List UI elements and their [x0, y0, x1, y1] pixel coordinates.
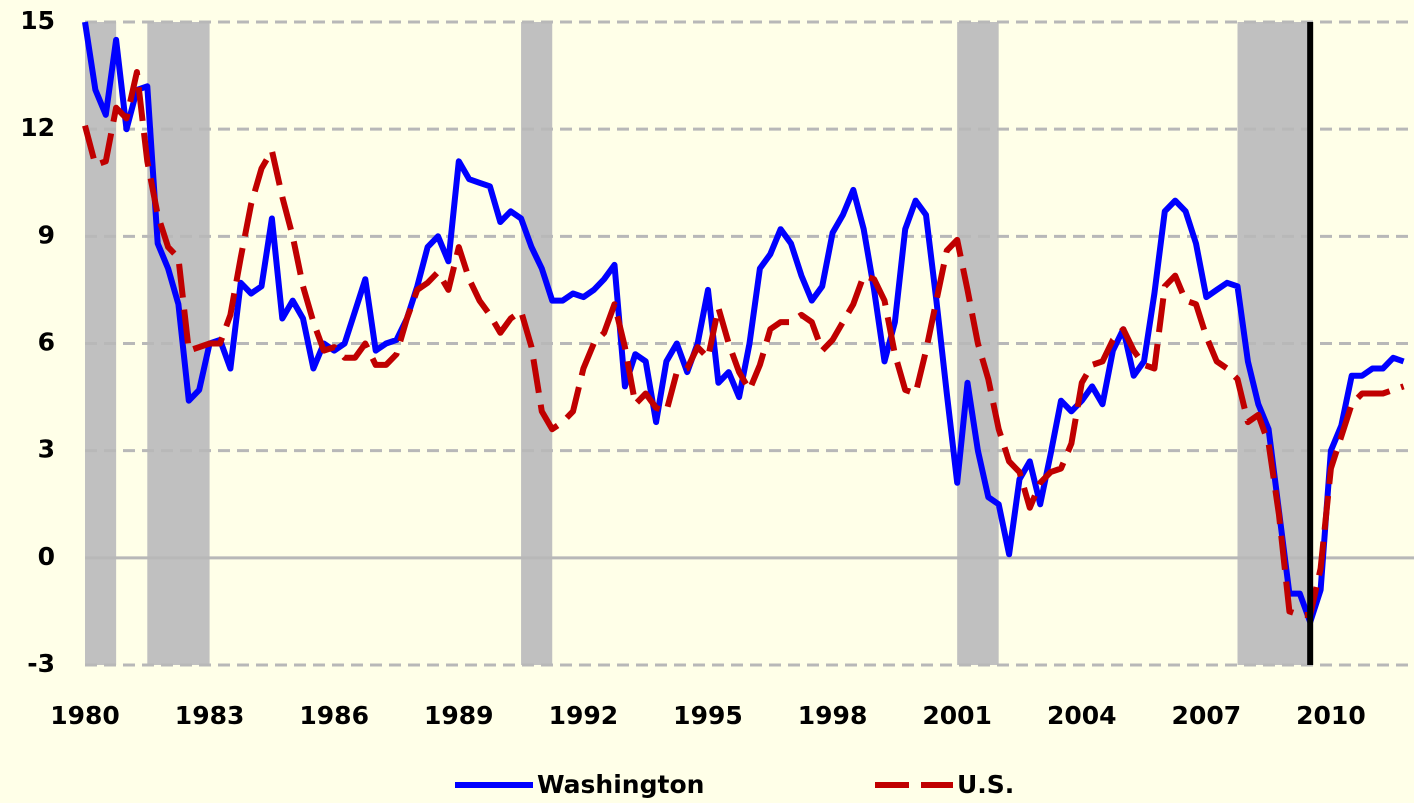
- x-tick-label: 1992: [549, 701, 619, 730]
- legend-label: Washington: [537, 770, 704, 799]
- x-tick-label: 1983: [175, 701, 245, 730]
- x-tick-label: 1989: [424, 701, 494, 730]
- x-tick-label: 2010: [1296, 701, 1366, 730]
- y-tick-label: 3: [38, 435, 55, 464]
- y-tick-label: 15: [20, 6, 55, 35]
- x-tick-label: 1998: [798, 701, 868, 730]
- x-tick-label: 2004: [1047, 701, 1117, 730]
- y-tick-label: 0: [38, 542, 55, 571]
- series-line: [82, 69, 1405, 618]
- y-tick-label: 6: [38, 328, 55, 357]
- y-tick-label: 12: [20, 113, 55, 142]
- y-tick-label: -3: [27, 649, 55, 678]
- x-tick-label: 2007: [1172, 701, 1242, 730]
- series-line: [82, 21, 1405, 626]
- x-tick-label: 2001: [922, 701, 992, 730]
- x-tick-label: 1995: [673, 701, 743, 730]
- x-tick-label: 1980: [50, 701, 120, 730]
- y-tick-label: 9: [38, 220, 55, 249]
- legend-label: U.S.: [957, 770, 1014, 799]
- x-tick-label: 1986: [299, 701, 369, 730]
